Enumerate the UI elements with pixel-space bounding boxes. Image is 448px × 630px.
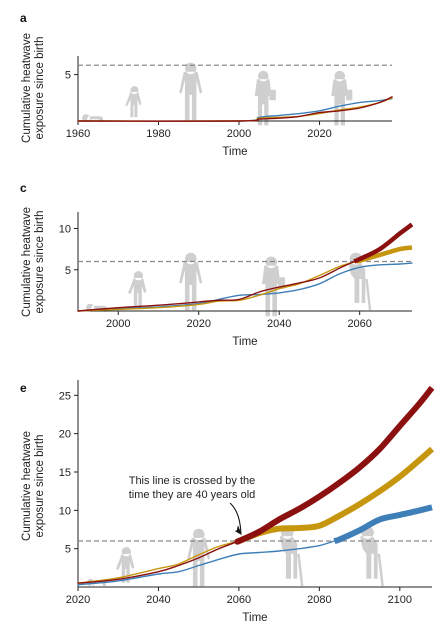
panel-a-person-with-bag-silhouette-4	[331, 70, 353, 126]
annotation-text-line-1: This line is crossed by the	[129, 475, 256, 487]
series-layer	[77, 64, 435, 586]
panel-e-y-tick-label: 5	[65, 544, 71, 556]
panel-e-x-tick-label: 2040	[146, 594, 170, 606]
panel-c-x-tick-label: 2020	[186, 318, 210, 330]
panel-e-x-axis-title: Time	[242, 612, 267, 624]
panel-a-y-tick-label: 5	[65, 70, 71, 82]
panel-a-y-axis-label: Cumulative heatwaveexposure since birth	[21, 33, 46, 143]
panel-e-y-tick-label: 10	[59, 505, 71, 517]
panel-e-y-axis-label-line-2: exposure since birth	[34, 435, 46, 538]
panel-a-x-tick-label: 1960	[66, 128, 90, 140]
panel-c-y-tick-label: 5	[65, 265, 71, 277]
panel-a-letter: a	[20, 11, 27, 25]
panel-c-x-tick-label: 2060	[347, 318, 371, 330]
panel-c-series-line-series_low	[77, 262, 413, 312]
panel-a-x-axis-title: Time	[222, 146, 247, 158]
panel-e-x-tick-label: 2060	[227, 594, 251, 606]
panel-a-series-line-series_high	[77, 96, 393, 122]
annotation-layer: This line is crossed by the time they ar…	[129, 475, 256, 536]
panel-e-x-tick-label: 2080	[307, 594, 331, 606]
panel-c-child-with-ball-silhouette-1	[128, 271, 147, 307]
panel-c-y-tick-label: 10	[59, 224, 71, 236]
panel-e-series-line-thick-series_high	[234, 385, 435, 545]
panel-a-x-tick-label: 2020	[307, 128, 331, 140]
panel-c-baby-crawling-silhouette-0	[86, 303, 108, 312]
panel-a-walking-person-silhouette-2	[179, 62, 203, 121]
panel-a-person-with-bag-silhouette-3	[254, 70, 276, 126]
panel-c-series-line-series_mid	[77, 260, 358, 312]
panel-e-letter: e	[20, 381, 27, 395]
panel-c-series-line-thick-series_high	[353, 222, 414, 264]
panel-c-x-tick-label: 2000	[106, 318, 130, 330]
panel-c-x-tick-label: 2040	[267, 318, 291, 330]
panel-e-y-axis-label-line-1: Cumulative heatwave	[21, 431, 33, 541]
panel-c-walking-person-silhouette-2	[179, 252, 203, 311]
annotation-arrowhead	[234, 525, 242, 536]
panel-e-y-axis-label: Cumulative heatwaveexposure since birth	[21, 431, 46, 541]
panel-e-elderly-person-with-cane-silhouette-4	[360, 526, 384, 587]
panel-e-series-line-thick-series_low	[333, 504, 433, 544]
panel-e-series-line-series_mid	[77, 540, 240, 584]
panel-c-y-axis-label-line-1: Cumulative heatwave	[21, 207, 33, 317]
panel-e-x-tick-label: 2100	[388, 594, 412, 606]
panel-a-y-axis-label-line-2: exposure since birth	[34, 37, 46, 140]
panel-a-x-tick-label: 1980	[146, 128, 170, 140]
panel-e-series-line-series_low	[77, 540, 336, 586]
panel-a-x-tick-label: 2000	[227, 128, 251, 140]
panel-c-series-line-series_high	[77, 260, 355, 312]
panel-e-elderly-person-with-cane-silhouette-3	[279, 526, 304, 587]
annotation-arrow-line	[229, 502, 242, 534]
panel-a-baby-crawling-silhouette-0	[82, 114, 104, 123]
panel-c-letter: c	[20, 181, 27, 195]
panel-a-y-axis-label-line-1: Cumulative heatwave	[21, 33, 33, 143]
annotation-text-line-2: time they are 40 years old	[129, 489, 256, 501]
panel-c-x-axis-title: Time	[232, 336, 257, 348]
panel-e-y-tick-label: 25	[59, 390, 71, 402]
panel-e-y-tick-label: 15	[59, 467, 71, 479]
panel-c-y-axis-label: Cumulative heatwaveexposure since birth	[21, 207, 46, 317]
panel-e-y-tick-label: 20	[59, 429, 71, 441]
panel-e-series-line-series_high	[77, 540, 240, 584]
panel-a-child-with-ball-silhouette-1	[125, 86, 142, 118]
panel-e-x-tick-label: 2020	[66, 594, 90, 606]
panel-c-y-axis-label-line-2: exposure since birth	[34, 211, 46, 314]
panel-c-person-with-bag-silhouette-3	[262, 256, 285, 317]
panel-c-elderly-person-with-cane-silhouette-4	[348, 252, 372, 311]
panel-e-child-with-ball-silhouette-1	[115, 547, 135, 583]
